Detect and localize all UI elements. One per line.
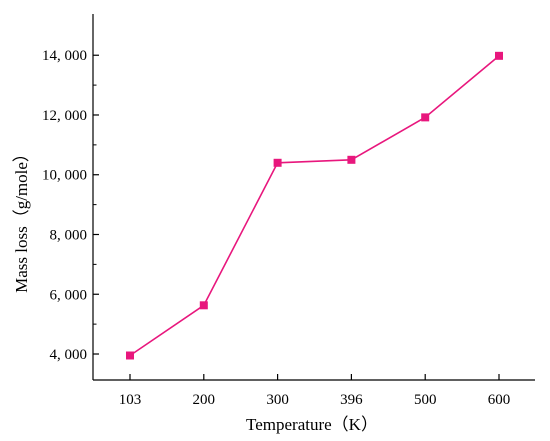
y-axis-title: Mass loss（g/mole） xyxy=(12,145,31,293)
x-tick-label: 600 xyxy=(488,392,511,408)
x-tick-label: 103 xyxy=(119,392,142,408)
data-point-marker xyxy=(495,51,503,60)
x-tick-label: 500 xyxy=(414,392,437,408)
y-tick-label: 6, 000 xyxy=(50,287,88,303)
y-tick-label: 4, 000 xyxy=(50,347,88,363)
y-tick-label: 12, 000 xyxy=(42,108,87,124)
x-tick-label: 200 xyxy=(193,392,216,408)
data-point-marker xyxy=(347,155,356,164)
data-point-marker xyxy=(199,301,208,310)
axes-layer: 4, 000 6, 000 8, 000 10, 000 12, 000 14, 000 1… xyxy=(42,14,535,408)
series-layer xyxy=(126,51,503,360)
y-tick-label: 8, 000 xyxy=(50,227,88,243)
data-point-marker xyxy=(126,351,134,360)
y-tick-label: 10, 000 xyxy=(42,168,87,184)
series-line xyxy=(129,55,500,357)
y-tick-label: 14, 000 xyxy=(42,48,87,64)
data-point-marker xyxy=(273,158,282,167)
x-tick-label: 300 xyxy=(266,392,289,408)
x-tick-label: 396 xyxy=(340,392,363,408)
x-axis-title: Temperature（K） xyxy=(246,415,378,434)
data-point-marker xyxy=(421,113,430,122)
